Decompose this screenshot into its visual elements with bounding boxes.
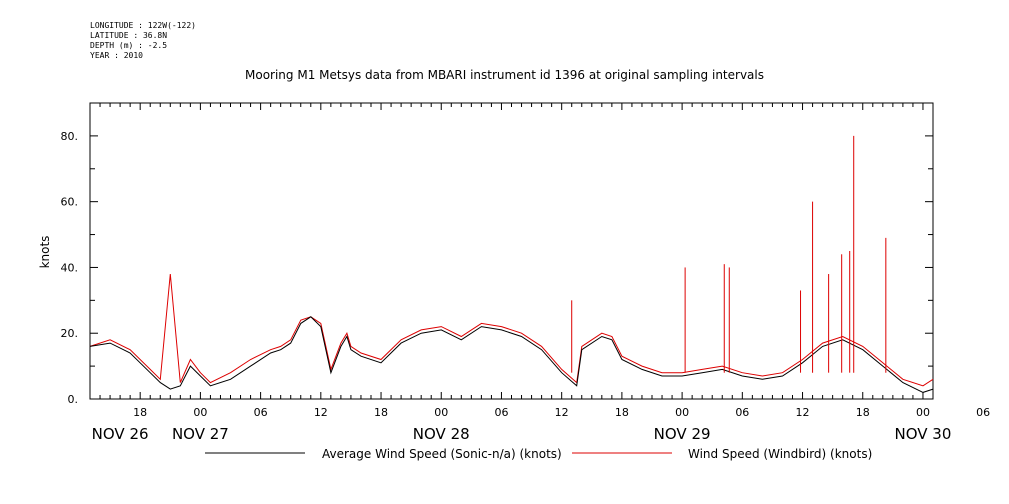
x-hour-tick-label: 00: [434, 406, 448, 419]
series-line: [89, 273, 934, 387]
x-hour-tick-label: 00: [675, 406, 689, 419]
x-hour-tick-label: 18: [615, 406, 629, 419]
x-hour-tick-label: 18: [374, 406, 388, 419]
x-day-label: NOV 29: [654, 425, 711, 443]
x-hour-tick-label: 06: [735, 406, 749, 419]
x-hour-tick-label: 06: [254, 406, 268, 419]
x-day-label: NOV 27: [172, 425, 229, 443]
legend-label-windbird: Wind Speed (Windbird) (knots): [688, 447, 872, 461]
legend: Average Wind Speed (Sonic-n/a) (knots) W…: [205, 447, 872, 461]
x-hour-tick-label: 06: [494, 406, 508, 419]
x-hour-tick-label: 12: [796, 406, 810, 419]
x-hour-tick-label: 06: [976, 406, 990, 419]
year-text: YEAR : 2010: [90, 51, 143, 60]
y-tick-label: 80.: [61, 130, 79, 143]
x-day-label: NOV 30: [895, 425, 952, 443]
x-hour-tick-label: 18: [856, 406, 870, 419]
series-layer: [89, 135, 934, 393]
depth-text: DEPTH (m) : -2.5: [90, 41, 168, 50]
x-day-label: NOV 26: [92, 425, 149, 443]
y-tick-label: 60.: [61, 196, 79, 209]
x-hour-tick-label: 12: [555, 406, 569, 419]
y-tick-label: 20.: [61, 327, 79, 340]
x-hour-tick-label: 00: [193, 406, 207, 419]
y-tick-label: 40.: [61, 261, 79, 274]
axis-ticks: [89, 103, 934, 400]
x-hour-tick-label: 12: [314, 406, 328, 419]
plot-frame: [89, 102, 934, 400]
x-day-label: NOV 28: [413, 425, 470, 443]
chart-title: Mooring M1 Metsys data from MBARI instru…: [245, 68, 764, 82]
x-hour-tick-label: 00: [916, 406, 930, 419]
legend-label-average: Average Wind Speed (Sonic-n/a) (knots): [322, 447, 562, 461]
x-hour-tick-label: 18: [133, 406, 147, 419]
series-line: [89, 316, 934, 393]
y-axis-label: knots: [38, 236, 52, 269]
y-tick-label: 0.: [68, 393, 79, 406]
y-tick-labels: 0. 20. 40. 60. 80.: [61, 130, 79, 406]
latitude-text: LATITUDE : 36.8N: [90, 31, 168, 40]
metadata-block: LONGITUDE : 122W(-122) LATITUDE : 36.8N …: [90, 21, 196, 61]
x-hour-tick-labels: 1800061218000612180006121800061218000612…: [133, 406, 990, 419]
longitude-text: LONGITUDE : 122W(-122): [90, 21, 196, 30]
